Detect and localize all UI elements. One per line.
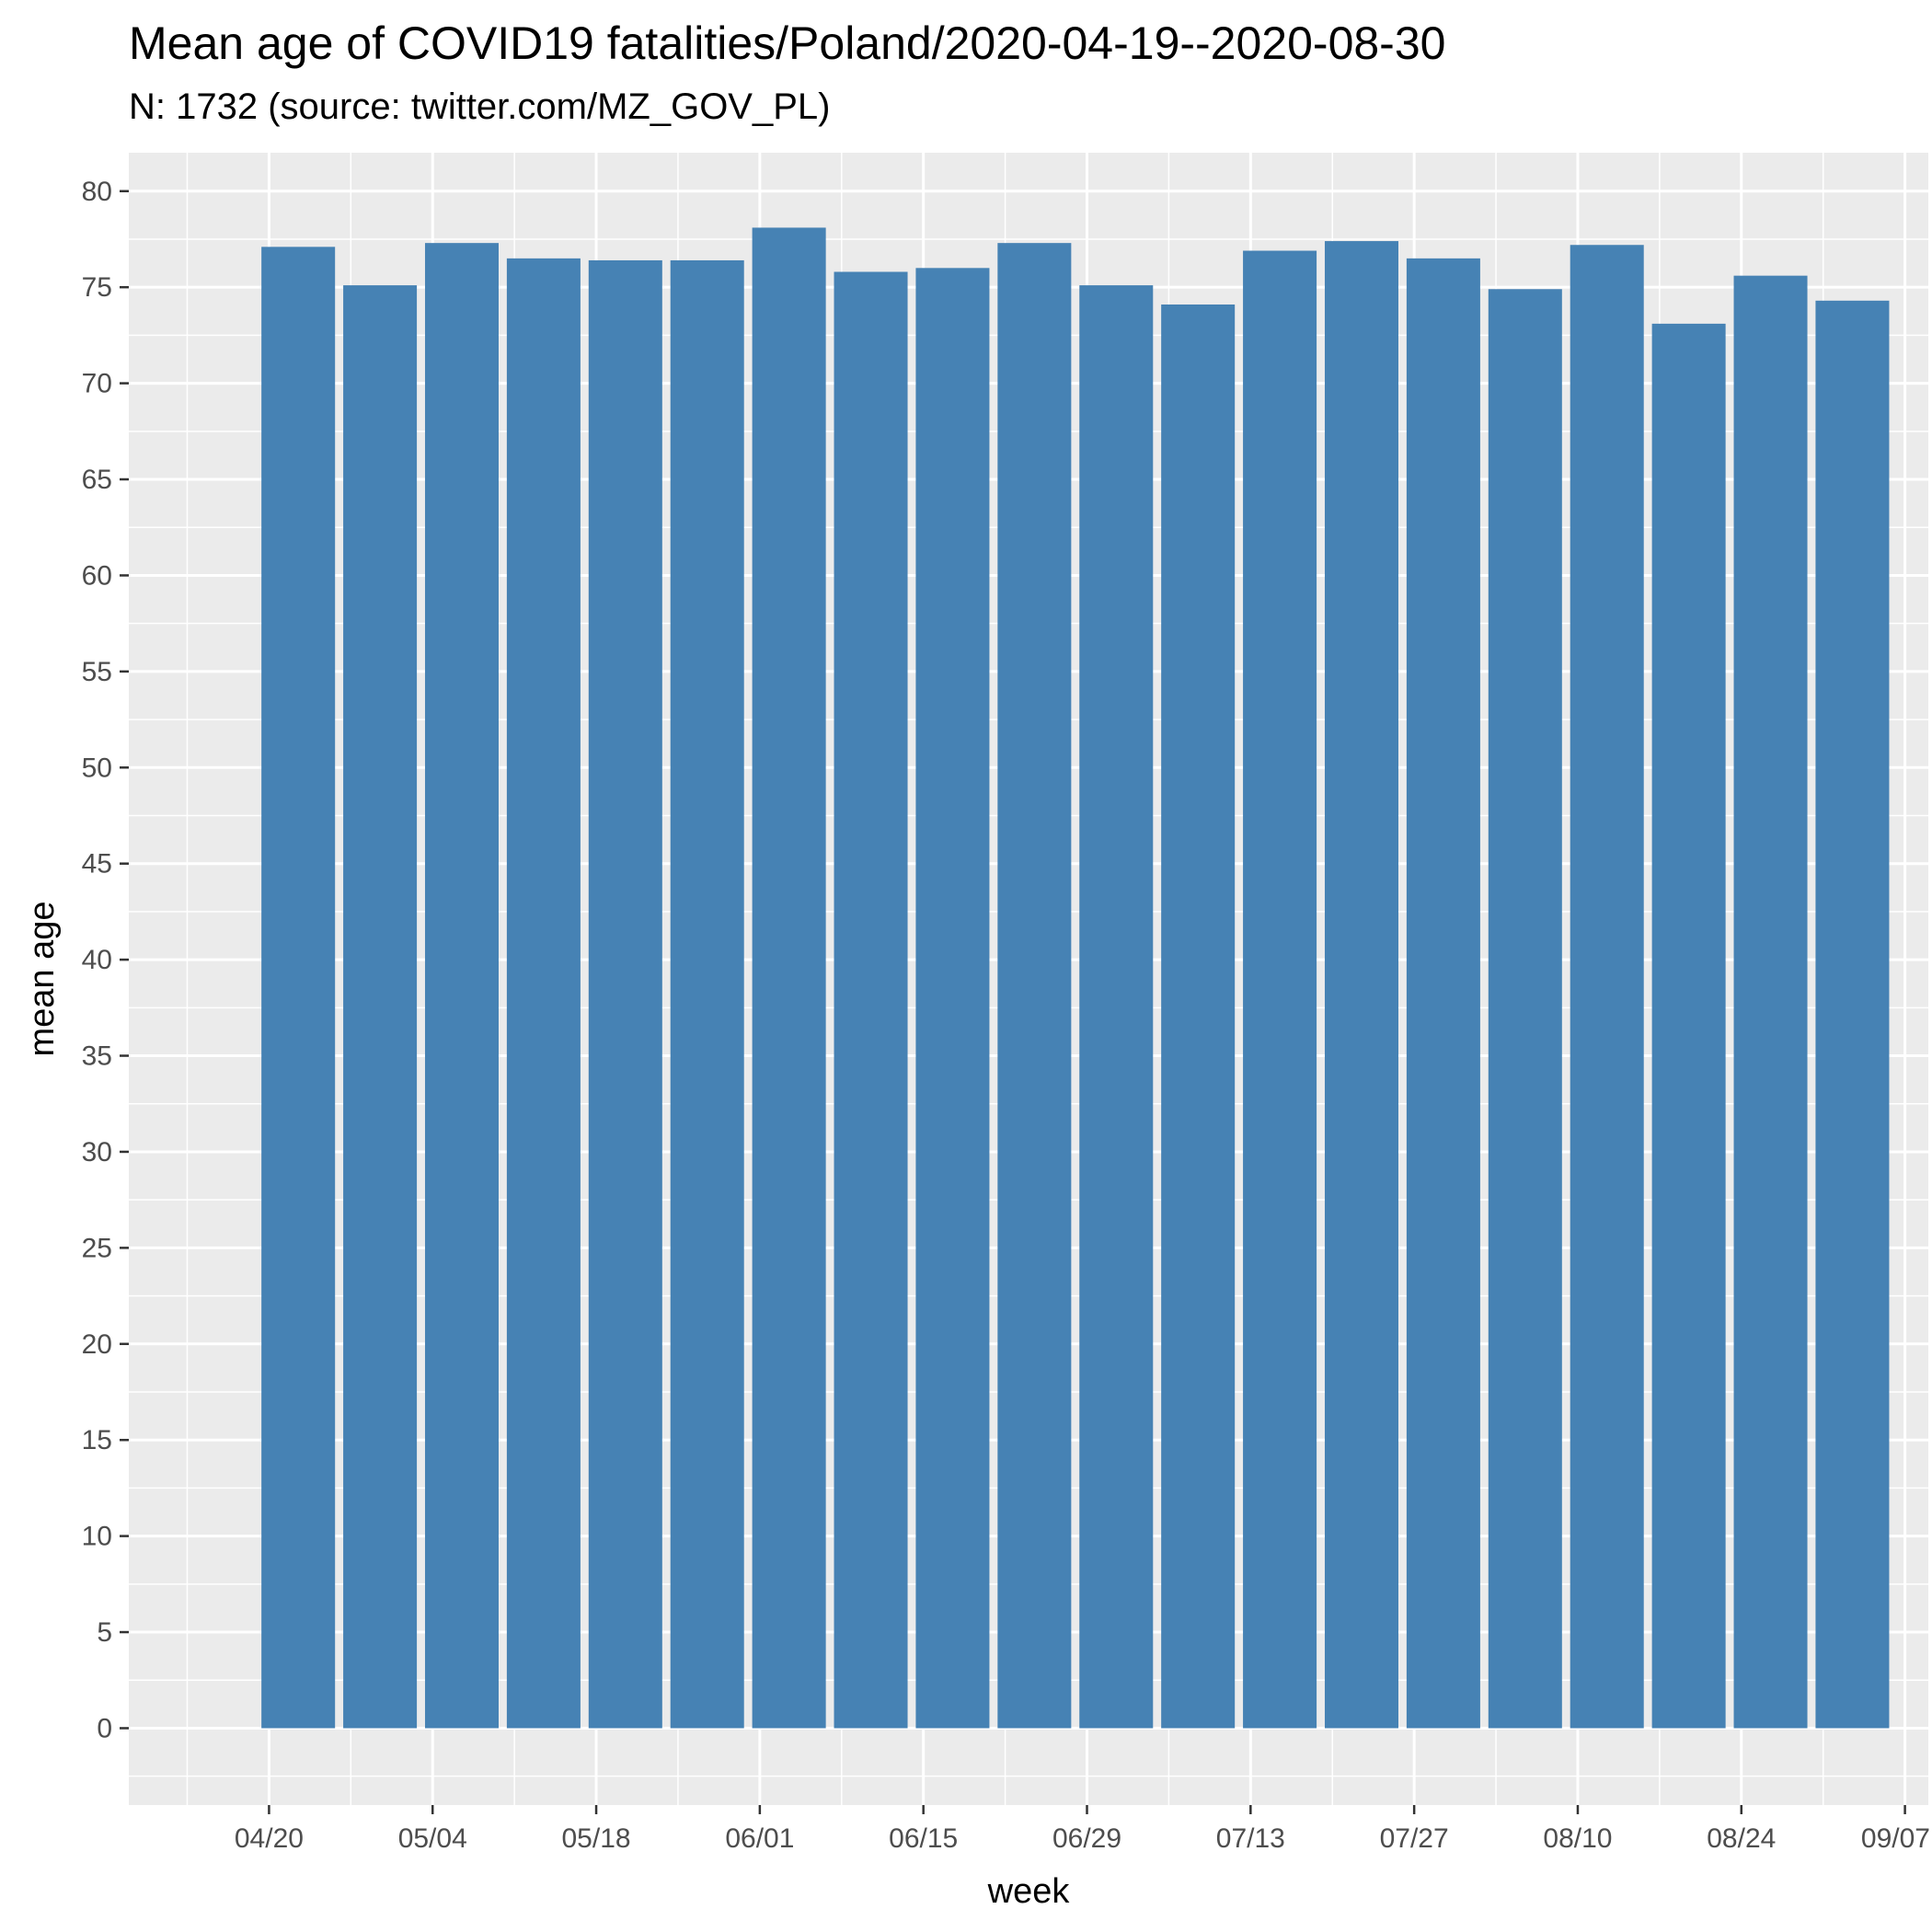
chart-title: Mean age of COVID19 fatalities/Poland/20… xyxy=(129,17,1446,69)
x-tick-label: 08/24 xyxy=(1707,1823,1776,1854)
y-tick-label: 65 xyxy=(82,465,112,495)
y-tick-label: 70 xyxy=(82,369,112,399)
bar-2020-06-21 xyxy=(997,243,1072,1729)
y-tick-label: 75 xyxy=(82,272,112,303)
chart-subtitle: N: 1732 (source: twitter.com/MZ_GOV_PL) xyxy=(129,86,831,127)
x-tick-label: 05/04 xyxy=(398,1823,467,1854)
y-tick-label: 55 xyxy=(82,657,112,687)
y-tick-label: 0 xyxy=(97,1713,112,1743)
bar-2020-05-10 xyxy=(506,258,581,1729)
bar-2020-04-26 xyxy=(343,285,418,1729)
bar-2020-08-09 xyxy=(1570,245,1644,1729)
x-tick-label: 06/15 xyxy=(889,1823,958,1854)
bar-2020-06-28 xyxy=(1079,285,1154,1729)
x-tick-label: 06/29 xyxy=(1052,1823,1121,1854)
y-tick-label: 45 xyxy=(82,849,112,880)
y-tick-label: 20 xyxy=(82,1329,112,1360)
y-tick-label: 50 xyxy=(82,753,112,783)
bar-2020-04-19 xyxy=(261,247,336,1729)
y-tick-label: 25 xyxy=(82,1233,112,1263)
y-tick-label: 15 xyxy=(82,1425,112,1455)
bar-2020-08-30 xyxy=(1815,300,1890,1729)
y-tick-label: 30 xyxy=(82,1137,112,1167)
bar-2020-06-07 xyxy=(834,271,908,1729)
bar-2020-08-16 xyxy=(1651,323,1726,1729)
y-tick-label: 10 xyxy=(82,1522,112,1552)
bar-2020-05-03 xyxy=(424,243,499,1729)
bar-2020-07-05 xyxy=(1161,304,1236,1729)
x-tick-label: 04/20 xyxy=(235,1823,304,1854)
bar-2020-08-23 xyxy=(1733,275,1808,1729)
bar-2020-06-14 xyxy=(915,268,990,1729)
x-axis-title: week xyxy=(987,1872,1071,1911)
x-tick-label: 07/13 xyxy=(1216,1823,1285,1854)
bar-2020-05-17 xyxy=(588,259,662,1729)
x-tick-label: 08/10 xyxy=(1543,1823,1612,1854)
x-tick-label: 07/27 xyxy=(1380,1823,1449,1854)
bar-2020-05-24 xyxy=(670,259,744,1729)
y-tick-label: 80 xyxy=(82,177,112,207)
y-axis: 0 5 10 15 20 25 30 35 40 45 50 55 60 65 70 75 80 xyxy=(82,177,129,1743)
y-tick-label: 35 xyxy=(82,1041,112,1072)
x-tick-label: 09/07 xyxy=(1861,1823,1930,1854)
y-axis-title: mean age xyxy=(23,901,62,1056)
bar-2020-07-12 xyxy=(1243,250,1317,1729)
x-tick-label: 06/01 xyxy=(725,1823,794,1854)
bar-2020-05-31 xyxy=(752,227,826,1729)
x-axis: 04/20 05/04 05/18 06/01 06/15 06/29 07/13 07/27… xyxy=(235,1805,1930,1854)
bars xyxy=(261,227,1890,1729)
y-tick-label: 40 xyxy=(82,945,112,975)
x-tick-label: 05/18 xyxy=(562,1823,631,1854)
y-tick-label: 60 xyxy=(82,560,112,591)
bar-2020-07-19 xyxy=(1324,241,1398,1729)
y-tick-label: 5 xyxy=(97,1617,112,1648)
bar-2020-07-26 xyxy=(1406,258,1480,1729)
bar-2020-08-02 xyxy=(1488,289,1562,1729)
